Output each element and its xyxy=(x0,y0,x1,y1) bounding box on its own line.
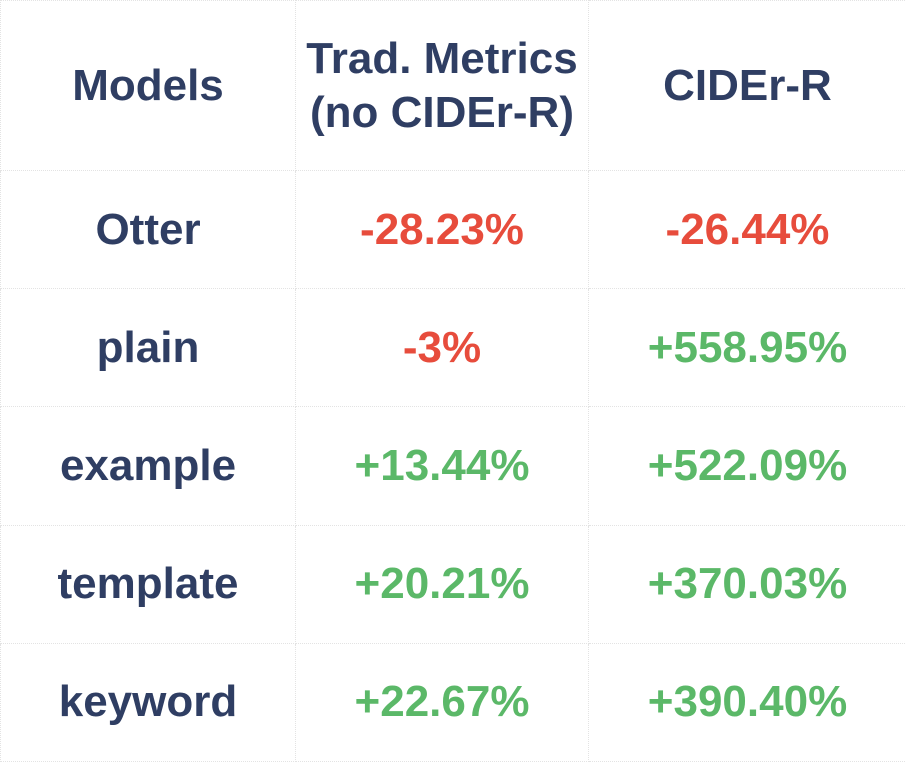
model-cell: example xyxy=(0,406,296,526)
header-row: Models Trad. Metrics (no CIDEr-R) CIDEr-… xyxy=(0,0,906,171)
column-header-trad-metrics: Trad. Metrics (no CIDEr-R) xyxy=(295,0,589,171)
value-cell: -3% xyxy=(295,288,589,408)
value-cell: +22.67% xyxy=(295,642,589,762)
table-row: template +20.21% +370.03% xyxy=(0,524,906,644)
model-cell: plain xyxy=(0,288,296,408)
value-cell: -26.44% xyxy=(588,169,906,290)
trad-metrics-line2: (no CIDEr-R) xyxy=(310,87,574,137)
table-row: plain -3% +558.95% xyxy=(0,288,906,408)
table-row: Otter -28.23% -26.44% xyxy=(0,169,906,290)
table-row: keyword +22.67% +390.40% xyxy=(0,642,906,762)
value-cell: +522.09% xyxy=(588,406,906,526)
value-cell: +390.40% xyxy=(588,642,906,762)
model-cell: template xyxy=(0,524,296,644)
value-cell: +370.03% xyxy=(588,524,906,644)
value-cell: +558.95% xyxy=(588,288,906,408)
table-row: example +13.44% +522.09% xyxy=(0,406,906,526)
value-cell: -28.23% xyxy=(295,169,589,290)
value-cell: +13.44% xyxy=(295,406,589,526)
column-header-cider-r: CIDEr-R xyxy=(588,0,906,171)
value-cell: +20.21% xyxy=(295,524,589,644)
model-cell: keyword xyxy=(0,642,296,762)
model-cell: Otter xyxy=(0,169,296,290)
column-header-models: Models xyxy=(0,0,296,171)
trad-metrics-line1: Trad. Metrics xyxy=(306,33,578,83)
